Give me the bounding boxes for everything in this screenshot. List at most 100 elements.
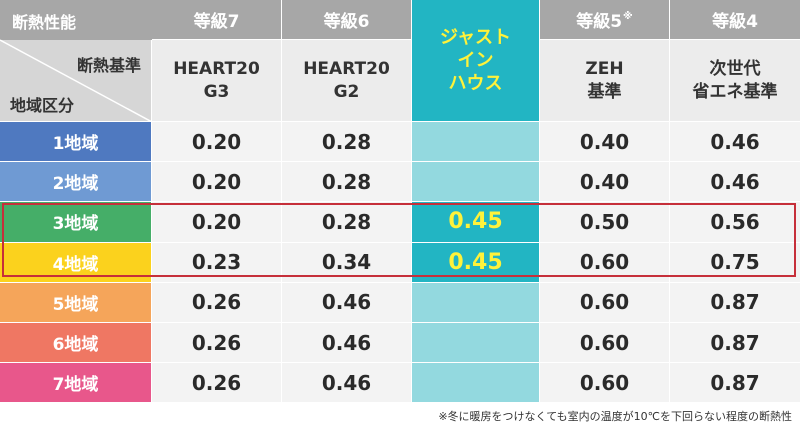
table-cell-g5: 0.40 — [540, 122, 670, 163]
standard-line1: HEART20 — [173, 58, 260, 79]
region-name: 4地域 — [52, 254, 99, 275]
table-cell-just — [412, 162, 540, 203]
cell-value: 0.56 — [710, 209, 760, 234]
region-name: 1地域 — [52, 134, 99, 155]
grade-4-header: 等級4 — [670, 0, 800, 40]
standard-next-gen: 次世代 省エネ基準 — [670, 40, 800, 122]
cell-value: 0.28 — [321, 169, 372, 194]
standard-line2: 省エネ基準 — [692, 81, 778, 102]
cell-value: 0.20 — [191, 169, 242, 194]
standard-line2: G2 — [333, 81, 360, 102]
table-cell-g7: 0.23 — [152, 242, 282, 283]
cell-value: 0.23 — [191, 250, 242, 275]
table-cell-g5: 0.60 — [540, 323, 670, 364]
standard-line1: 次世代 — [709, 58, 761, 79]
cell-value: 0.87 — [710, 330, 760, 355]
cell-value: 0.46 — [321, 330, 372, 355]
standard-heart20-g3: HEART20 G3 — [152, 40, 282, 122]
cell-value: 0.46 — [321, 290, 372, 315]
cell-value: 0.40 — [579, 129, 630, 154]
standard-heart20-g2: HEART20 G2 — [282, 40, 412, 122]
insulation-comparison-table: 断熱性能 断熱基準 地域区分 等級7 等級6 ジャスト イン ハウス 等級5 ※ … — [0, 0, 800, 404]
just-in-house-line1: ジャスト — [439, 27, 512, 48]
table-cell-g7: 0.26 — [152, 323, 282, 364]
cell-value: 0.45 — [448, 209, 503, 235]
table-cell-g5: 0.60 — [540, 363, 670, 404]
table-corner: 断熱性能 断熱基準 地域区分 — [0, 0, 152, 122]
table-cell-just: 0.45 — [412, 242, 540, 283]
table-cell-g4: 0.46 — [670, 162, 800, 203]
region-label: 3地域 — [0, 202, 152, 243]
cell-value: 0.28 — [321, 129, 372, 154]
cell-value: 0.87 — [710, 290, 760, 315]
grade-4-label: 等級4 — [712, 12, 758, 32]
cell-value: 0.45 — [448, 249, 503, 275]
corner-label-region: 地域区分 — [10, 96, 75, 115]
table-cell-just — [412, 282, 540, 323]
region-label: 7地域 — [0, 363, 152, 404]
cell-value: 0.46 — [321, 370, 372, 395]
cell-value: 0.60 — [579, 250, 630, 275]
table-cell-g7: 0.26 — [152, 282, 282, 323]
table-cell-g6: 0.46 — [282, 363, 412, 404]
region-name: 7地域 — [52, 375, 99, 396]
table-cell-g4: 0.87 — [670, 323, 800, 364]
cell-value: 0.60 — [579, 370, 630, 395]
just-in-house-header: ジャスト イン ハウス — [412, 0, 540, 122]
table-cell-g7: 0.26 — [152, 363, 282, 404]
corner-label-standard: 断熱基準 — [76, 56, 141, 75]
grade-6-label: 等級6 — [323, 12, 370, 32]
grade-5-label: 等級5 — [576, 12, 623, 32]
table-cell-g4: 0.56 — [670, 202, 800, 243]
region-label: 4地域 — [0, 242, 152, 283]
cell-value: 0.40 — [579, 169, 630, 194]
table-cell-g4: 0.87 — [670, 282, 800, 323]
cell-value: 0.26 — [191, 370, 242, 395]
cell-value: 0.60 — [579, 290, 630, 315]
region-name: 2地域 — [52, 174, 99, 195]
standard-line1: HEART20 — [303, 58, 390, 79]
table-cell-just — [412, 323, 540, 364]
table-cell-g6: 0.28 — [282, 122, 412, 163]
cell-value: 0.46 — [710, 129, 760, 154]
grade-5-header: 等級5 ※ — [540, 0, 670, 40]
table-cell-g4: 0.75 — [670, 242, 800, 283]
just-in-house-line3: ハウス — [448, 73, 503, 94]
table-cell-g5: 0.40 — [540, 162, 670, 203]
table-cell-g6: 0.28 — [282, 162, 412, 203]
footnote: ※冬に暖房をつけなくても室内の温度が10℃を下回らない程度の断熱性 — [438, 410, 792, 423]
region-label: 1地域 — [0, 122, 152, 163]
table-cell-g6: 0.28 — [282, 202, 412, 243]
cell-value: 0.20 — [191, 129, 242, 154]
table-cell-just — [412, 363, 540, 404]
region-label: 2地域 — [0, 162, 152, 203]
cell-value: 0.60 — [579, 330, 630, 355]
region-name: 6地域 — [52, 335, 99, 356]
table-cell-g7: 0.20 — [152, 162, 282, 203]
cell-value: 0.20 — [191, 209, 242, 234]
table-cell-g6: 0.34 — [282, 242, 412, 283]
cell-value: 0.34 — [321, 250, 372, 275]
table-cell-g5: 0.60 — [540, 282, 670, 323]
region-label: 5地域 — [0, 282, 152, 323]
corner-diagonal — [0, 0, 152, 122]
table-cell-g5: 0.50 — [540, 202, 670, 243]
table-cell-just — [412, 122, 540, 163]
table-cell-g6: 0.46 — [282, 323, 412, 364]
standard-line1: ZEH — [585, 58, 624, 79]
standard-line2: 基準 — [587, 81, 622, 102]
table-cell-g7: 0.20 — [152, 202, 282, 243]
region-label: 6地域 — [0, 323, 152, 364]
table-cell-g5: 0.60 — [540, 242, 670, 283]
table-cell-g4: 0.87 — [670, 363, 800, 404]
grade-7-header: 等級7 — [152, 0, 282, 40]
table-cell-g6: 0.46 — [282, 282, 412, 323]
cell-value: 0.46 — [710, 169, 760, 194]
table-cell-just: 0.45 — [412, 202, 540, 243]
table-cell-g7: 0.20 — [152, 122, 282, 163]
corner-label-performance: 断熱性能 — [12, 13, 77, 32]
standard-line2: G3 — [203, 81, 230, 102]
standard-zeh: ZEH 基準 — [540, 40, 670, 122]
region-name: 5地域 — [52, 294, 99, 315]
grade-7-label: 等級7 — [193, 12, 240, 32]
